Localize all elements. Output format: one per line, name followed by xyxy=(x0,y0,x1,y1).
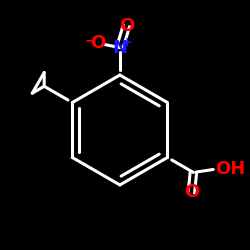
Text: O: O xyxy=(119,17,134,35)
Text: OH: OH xyxy=(216,160,246,178)
Text: O: O xyxy=(184,183,199,201)
Text: −: − xyxy=(85,33,97,47)
Text: N: N xyxy=(112,38,127,56)
Text: O: O xyxy=(90,34,106,52)
Text: +: + xyxy=(122,36,132,49)
